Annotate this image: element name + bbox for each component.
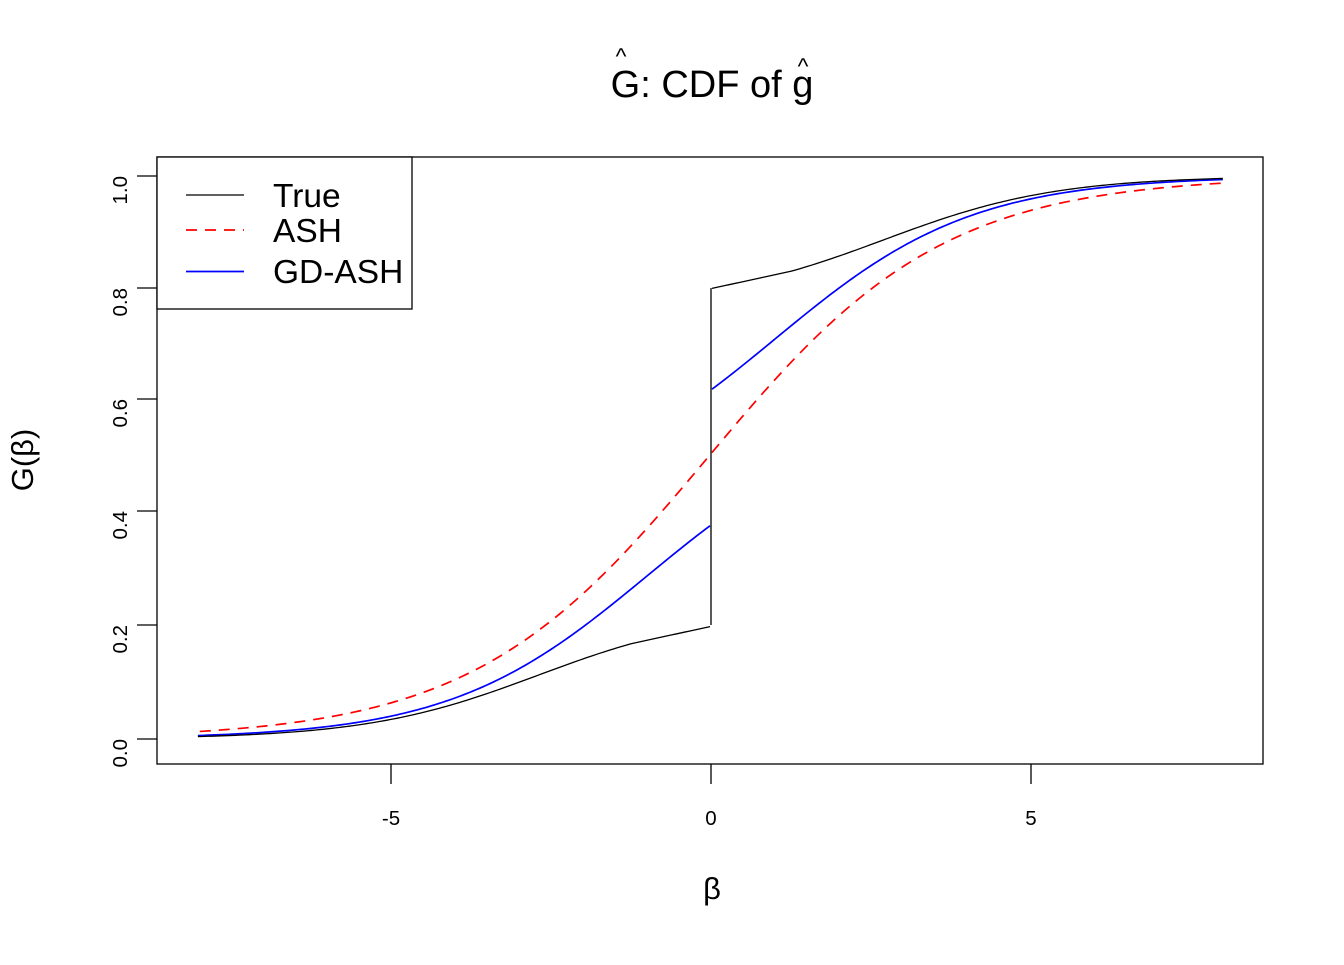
svg-text:0.0: 0.0 bbox=[109, 739, 132, 768]
svg-text:ASH: ASH bbox=[273, 213, 342, 250]
svg-text:GD-ASH: GD-ASH bbox=[273, 254, 403, 291]
svg-text:0: 0 bbox=[705, 807, 716, 830]
svg-text:0.6: 0.6 bbox=[109, 399, 132, 428]
svg-text:0.8: 0.8 bbox=[109, 288, 132, 317]
svg-text:-5: -5 bbox=[382, 807, 400, 830]
svg-text:G: CDF of g: G: CDF of g bbox=[611, 64, 814, 106]
svg-text:0.2: 0.2 bbox=[109, 625, 132, 654]
svg-text:5: 5 bbox=[1025, 807, 1036, 830]
svg-text:^: ^ bbox=[798, 53, 809, 79]
svg-text:G(β): G(β) bbox=[5, 429, 40, 492]
svg-text:β: β bbox=[703, 871, 721, 906]
svg-text:^: ^ bbox=[616, 43, 627, 69]
svg-text:1.0: 1.0 bbox=[109, 176, 132, 205]
svg-text:True: True bbox=[273, 178, 341, 215]
svg-text:0.4: 0.4 bbox=[109, 511, 132, 540]
